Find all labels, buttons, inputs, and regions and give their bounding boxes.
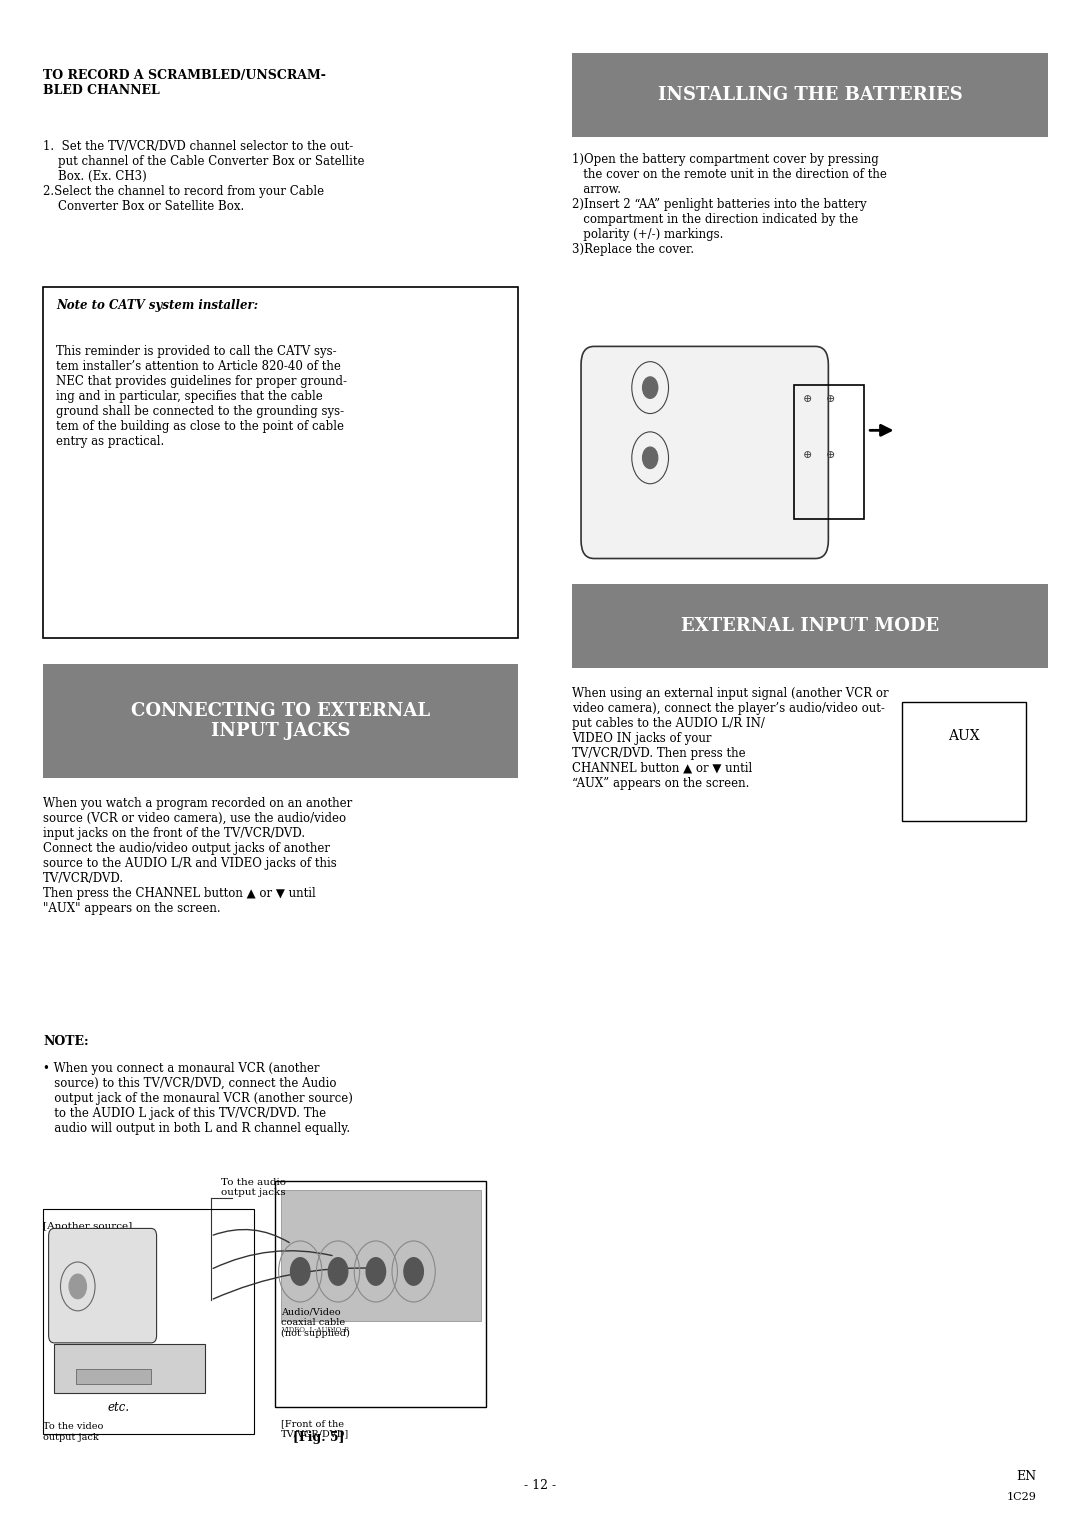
FancyBboxPatch shape [54,1344,205,1393]
Text: 1C29: 1C29 [1007,1491,1037,1502]
Text: EN: EN [1016,1470,1037,1483]
Text: 1.  Set the TV/VCR/DVD channel selector to the out-
    put channel of the Cable: 1. Set the TV/VCR/DVD channel selector t… [43,140,365,214]
Text: EXTERNAL INPUT MODE: EXTERNAL INPUT MODE [680,618,940,635]
Text: CONNECTING TO EXTERNAL
INPUT JACKS: CONNECTING TO EXTERNAL INPUT JACKS [132,702,430,740]
Text: Audio/Video
coaxial cable
(not supplied): Audio/Video coaxial cable (not supplied) [281,1308,350,1338]
Circle shape [328,1257,348,1285]
Text: When using an external input signal (another VCR or
video camera), connect the p: When using an external input signal (ano… [572,687,889,789]
FancyBboxPatch shape [43,664,518,778]
Text: When you watch a program recorded on an another
source (VCR or video camera), us: When you watch a program recorded on an … [43,797,352,914]
Text: 1)Open the battery compartment cover by pressing
   the cover on the remote unit: 1)Open the battery compartment cover by … [572,153,888,255]
Text: TO RECORD A SCRAMBLED/UNSCRAM-
BLED CHANNEL: TO RECORD A SCRAMBLED/UNSCRAM- BLED CHAN… [43,69,326,96]
Circle shape [643,377,658,398]
Text: etc.: etc. [108,1401,130,1415]
Text: AUX: AUX [948,729,980,743]
FancyBboxPatch shape [281,1190,481,1322]
Text: To the audio
output jacks: To the audio output jacks [221,1178,286,1198]
Text: [Another source]: [Another source] [43,1221,133,1230]
Text: Note to CATV system installer:: Note to CATV system installer: [56,299,258,313]
Text: INSTALLING THE BATTERIES: INSTALLING THE BATTERIES [658,87,962,104]
Circle shape [366,1257,386,1285]
Circle shape [69,1274,86,1299]
Text: ⊕: ⊕ [826,450,836,461]
FancyBboxPatch shape [76,1369,151,1384]
Text: ⊕: ⊕ [802,394,812,404]
Circle shape [404,1257,423,1285]
FancyBboxPatch shape [572,53,1048,137]
Text: This reminder is provided to call the CATV sys-
tem installer’s attention to Art: This reminder is provided to call the CA… [56,345,347,447]
Text: [Fig. 5]: [Fig. 5] [293,1431,345,1445]
Text: VIDEO  L-AUDIO-R: VIDEO L-AUDIO-R [281,1326,349,1334]
Text: - 12 -: - 12 - [524,1479,556,1492]
Circle shape [643,447,658,468]
FancyBboxPatch shape [572,584,1048,668]
Circle shape [291,1257,310,1285]
Text: [Front of the
TV/VCR/DVD]: [Front of the TV/VCR/DVD] [281,1419,349,1439]
Text: To the video
output jack: To the video output jack [43,1422,104,1442]
FancyBboxPatch shape [581,346,828,559]
Text: • When you connect a monaural VCR (another
   source) to this TV/VCR/DVD, connec: • When you connect a monaural VCR (anoth… [43,1062,353,1135]
Text: ⊕: ⊕ [826,394,836,404]
Text: ⊕: ⊕ [802,450,812,461]
FancyBboxPatch shape [49,1228,157,1343]
Text: NOTE:: NOTE: [43,1035,89,1048]
